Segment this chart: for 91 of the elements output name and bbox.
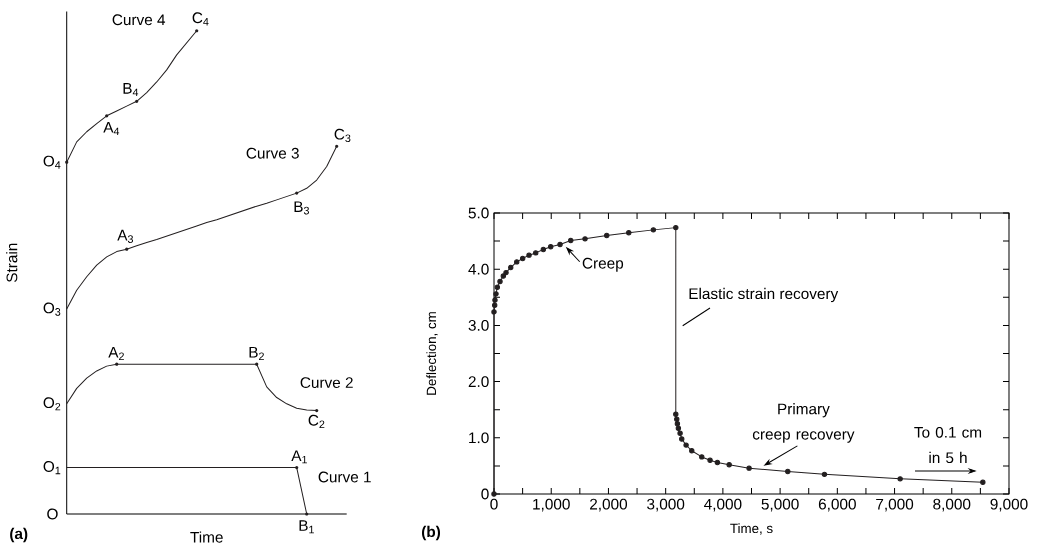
point <box>491 309 497 315</box>
annotation: A$_{2}$ <box>108 346 124 360</box>
point <box>689 448 695 454</box>
point <box>679 436 685 442</box>
y-tick-label: 0 <box>481 488 489 500</box>
annotation: A$_{4}$ <box>103 122 120 136</box>
y-tick-label: 2.0 <box>468 376 489 388</box>
point <box>582 236 588 242</box>
point <box>785 468 791 475</box>
text: O$_{4}$ <box>43 155 61 169</box>
text: O$_{2}$ <box>43 397 61 411</box>
x-axis-title: Time, s <box>730 523 773 535</box>
point <box>626 229 632 236</box>
annotation: A$_{1}$ <box>291 450 307 464</box>
point <box>726 462 732 468</box>
point <box>503 269 509 276</box>
point <box>533 250 539 256</box>
y-tick-label: 3.0 <box>468 319 489 331</box>
point <box>491 302 498 308</box>
point <box>195 29 199 33</box>
point <box>519 255 526 262</box>
x-tick-label: 5,000 <box>761 498 799 512</box>
annotation: B$_{2}$ <box>249 346 264 360</box>
point <box>673 411 679 417</box>
point <box>674 416 680 422</box>
text: C$_{4}$ <box>192 12 209 26</box>
text: O$_{1}$ <box>43 461 61 475</box>
point <box>650 227 657 233</box>
x-tick-label: 3,000 <box>647 498 685 512</box>
annotation: A$_{3}$ <box>117 229 133 243</box>
y-tick-label: 4.0 <box>468 263 489 275</box>
point <box>493 291 499 297</box>
point <box>707 457 713 463</box>
series-label: Curve 1 <box>318 471 371 483</box>
text: B$_{1}$ <box>299 520 314 534</box>
point <box>568 237 574 244</box>
point <box>526 252 532 258</box>
annotation: C$_{3}$ <box>334 128 351 142</box>
text: (b) <box>421 525 441 541</box>
point <box>699 454 705 460</box>
text: (a) <box>10 527 28 543</box>
point <box>677 430 683 437</box>
text: O <box>47 508 58 520</box>
point <box>675 425 682 431</box>
point <box>494 284 501 290</box>
point <box>540 246 547 253</box>
point <box>604 232 610 239</box>
point <box>315 408 319 413</box>
x-tick-label: 7,000 <box>876 498 914 512</box>
point <box>497 278 503 285</box>
annotation: Creep <box>582 257 624 272</box>
x-tick-label: 9,000 <box>990 498 1028 512</box>
x-tick-label: 2,000 <box>590 498 628 512</box>
x-tick-label: 1,000 <box>533 498 570 512</box>
series-label: Curve 4 <box>112 14 166 26</box>
point <box>674 421 681 427</box>
series-label: Curve 2 <box>300 377 353 389</box>
annotation: C$_{2}$ <box>308 414 325 428</box>
y-axis-title: Deflection, cm <box>426 312 438 395</box>
text: O$_{3}$ <box>43 302 61 316</box>
y-tick-label: 1.0 <box>469 432 489 444</box>
series-label: Curve 3 <box>246 147 299 159</box>
x-tick-label: 8,000 <box>933 498 971 512</box>
point <box>897 476 903 482</box>
point <box>683 442 689 448</box>
point <box>135 99 139 103</box>
point <box>500 273 507 279</box>
y-tick-label: 5.0 <box>468 207 489 219</box>
annotation: Primary creep recovery <box>752 403 855 443</box>
point <box>821 471 828 478</box>
point <box>980 479 986 485</box>
annotation: B$_{4}$ <box>123 83 139 97</box>
point <box>508 264 514 271</box>
x-tick-label: 0 <box>490 498 498 510</box>
point <box>557 241 563 248</box>
point <box>746 465 752 471</box>
point <box>305 512 309 516</box>
point <box>491 491 497 497</box>
point <box>714 459 721 466</box>
x-tick-label: 6,000 <box>818 498 856 512</box>
x-tick-label: 4,000 <box>704 498 742 512</box>
x-axis-title: Time <box>190 531 223 543</box>
point <box>295 466 299 470</box>
annotation: B$_{3}$ <box>294 201 309 215</box>
point <box>548 244 554 250</box>
annotation: Elastic strain recovery <box>689 287 839 303</box>
annotation: To 0.1 cm in 5 h <box>914 426 982 464</box>
point <box>673 224 679 231</box>
y-axis-title: Strain <box>6 243 18 283</box>
point <box>514 259 520 265</box>
point <box>492 297 498 303</box>
